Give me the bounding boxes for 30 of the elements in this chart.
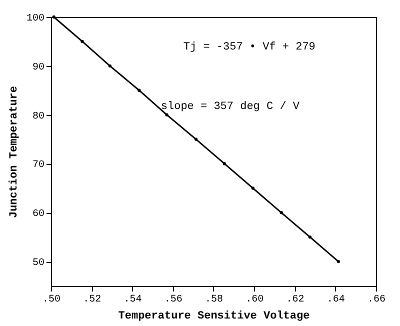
- point: [138, 88, 141, 92]
- x-tick-label: .64: [326, 294, 345, 306]
- point: [222, 162, 226, 166]
- y-tick-label: 90: [32, 62, 44, 74]
- point: [80, 40, 84, 44]
- point: [251, 186, 254, 190]
- x-tick-label: .56: [164, 294, 182, 306]
- y-tick-label: 70: [32, 160, 44, 172]
- annotation: Tj = -357 • Vf + 279: [183, 42, 316, 54]
- y-tick-label: 60: [32, 209, 44, 220]
- annotation: slope = 357 deg C / V: [160, 101, 300, 114]
- x-tick-label: .54: [124, 294, 142, 306]
- y-tick-label: 50: [32, 258, 44, 270]
- x-tick-label: .66: [367, 294, 386, 306]
- x-tick-label: .52: [83, 294, 102, 306]
- x-axis-title: Temperature Sensitive Voltage: [118, 310, 310, 322]
- point: [108, 64, 112, 68]
- point: [336, 260, 340, 264]
- x-tick-label: .58: [204, 294, 224, 306]
- point: [52, 15, 56, 19]
- x-tick-label: .60: [246, 294, 264, 306]
- y-tick-label: 80: [32, 111, 44, 122]
- point: [165, 113, 168, 116]
- point: [280, 211, 283, 214]
- point: [308, 236, 312, 239]
- point: [194, 138, 198, 141]
- y-axis-title: Junction Temperature: [8, 86, 20, 218]
- x-tick-label: .50: [42, 294, 61, 306]
- y-tick-label: 100: [26, 14, 44, 24]
- x-tick-label: .62: [286, 294, 304, 306]
